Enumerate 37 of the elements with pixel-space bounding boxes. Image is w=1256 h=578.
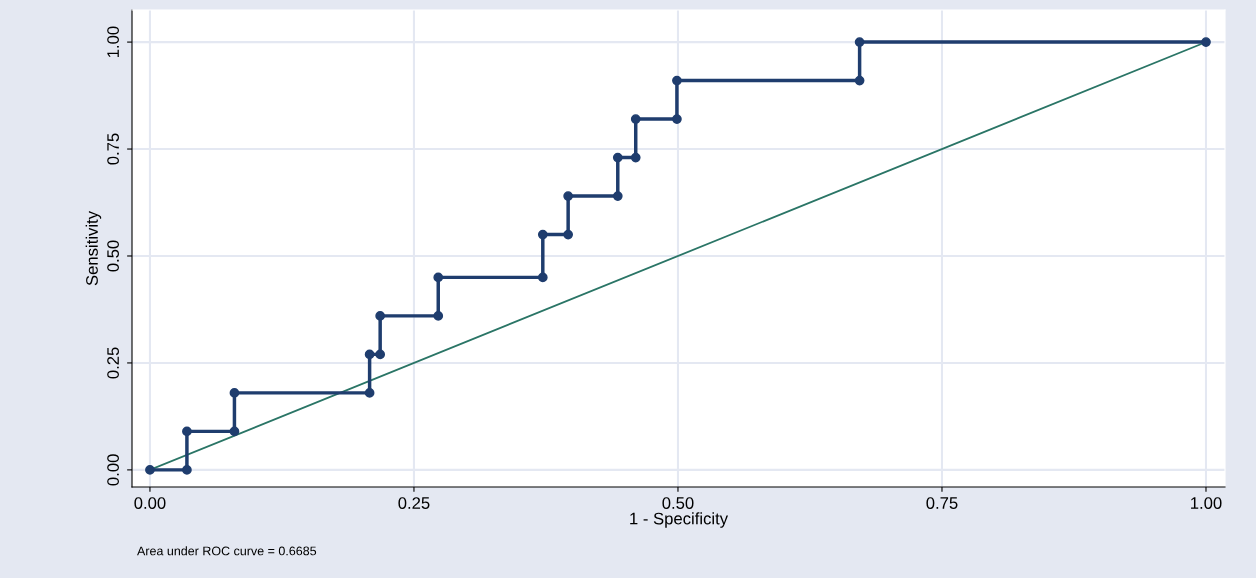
x-tick-label: 0.00: [134, 497, 166, 509]
point: [612, 191, 623, 201]
x-tick-label: 0.50: [662, 497, 694, 509]
point: [1201, 37, 1211, 47]
point: [537, 229, 548, 240]
point: [630, 152, 641, 163]
x-axis-title: 1 - Specificity: [630, 512, 729, 528]
point: [612, 152, 623, 163]
x-tick-label: 0.75: [926, 497, 958, 509]
text: Area under ROC curve = 0.6685: [137, 546, 317, 556]
point: [364, 388, 375, 398]
point: [537, 272, 548, 283]
point: [229, 426, 240, 437]
y-tick-label: 0.00: [107, 454, 119, 486]
y-tick-label: 0.75: [107, 133, 119, 165]
point: [854, 37, 865, 47]
point: [433, 311, 444, 321]
point: [375, 311, 386, 321]
x-tick-label: 0.25: [398, 497, 430, 509]
x-tick-label: 1.00: [1191, 497, 1222, 509]
point: [364, 349, 375, 360]
point: [563, 229, 574, 240]
point: [563, 191, 574, 201]
y-axis-title: Sensitivity: [85, 211, 102, 286]
point: [229, 388, 240, 398]
y-tick-label: 0.50: [107, 240, 119, 272]
point: [672, 75, 682, 86]
point: [375, 349, 386, 360]
y-tick-label: 0.25: [107, 347, 119, 379]
point: [854, 75, 865, 86]
point: [433, 272, 444, 283]
point: [145, 465, 155, 475]
point: [182, 426, 192, 437]
point: [672, 114, 682, 124]
point: [630, 114, 641, 124]
point: [182, 465, 192, 475]
y-tick-label: 1.00: [107, 26, 119, 58]
